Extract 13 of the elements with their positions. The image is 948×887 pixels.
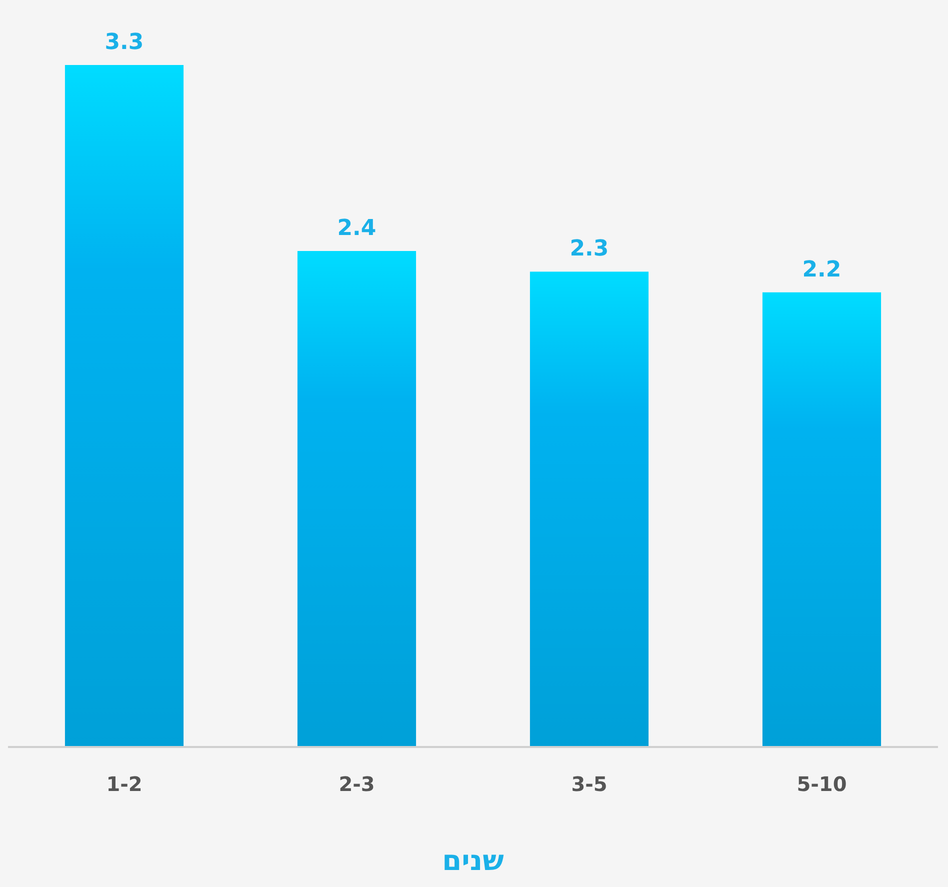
bar — [64, 65, 184, 747]
x-tick-label: 3-5 — [571, 772, 608, 796]
bar — [762, 292, 882, 747]
data-label: 3.3 — [104, 30, 144, 55]
bar — [530, 272, 649, 747]
bar — [297, 251, 416, 747]
x-tick-label: 5-10 — [796, 772, 847, 796]
x-axis-title: שנים — [442, 844, 504, 877]
x-tick-label: 2-3 — [338, 772, 375, 796]
data-label: 2.4 — [337, 216, 376, 241]
x-tick-label: 1-2 — [106, 772, 142, 796]
data-label: 2.3 — [570, 236, 609, 262]
data-label: 2.2 — [802, 257, 842, 282]
